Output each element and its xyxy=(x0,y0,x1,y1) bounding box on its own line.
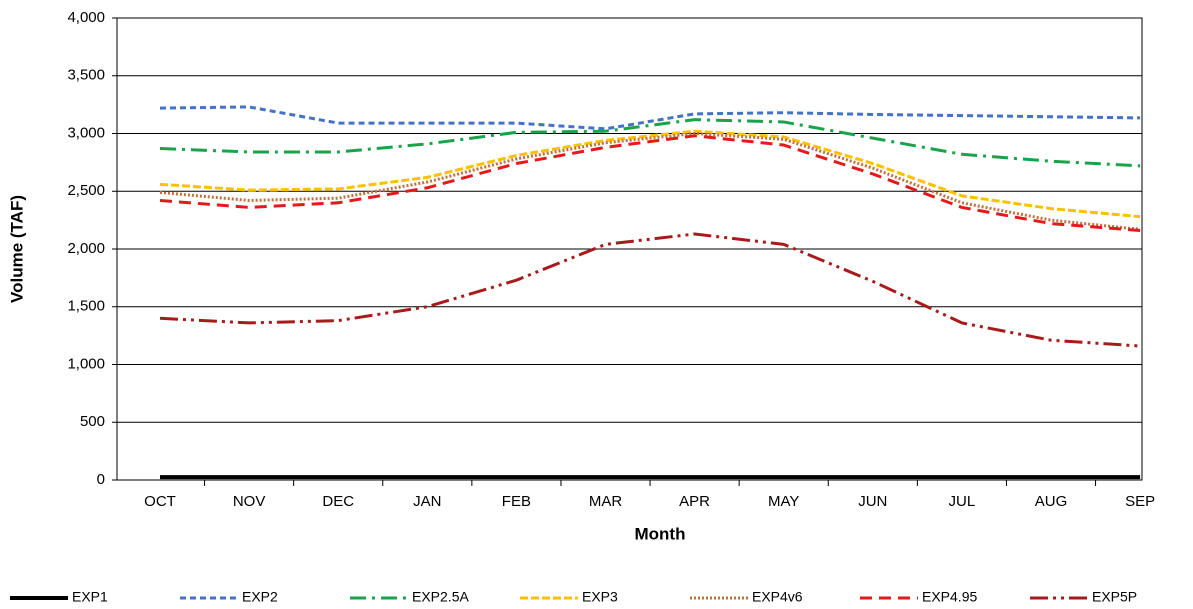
y-tick-label: 1,500 xyxy=(67,298,105,315)
x-tick-label: MAR xyxy=(589,493,623,510)
series-line xyxy=(159,105,1141,131)
x-tick-label: NOV xyxy=(233,493,266,510)
legend-label: EXP4.95 xyxy=(922,589,977,605)
series-line xyxy=(159,132,1141,231)
y-tick-label: 500 xyxy=(80,413,105,430)
legend-label: EXP4v6 xyxy=(752,589,803,605)
legend-label: EXP2.5A xyxy=(412,589,469,605)
x-tick-label: AUG xyxy=(1035,493,1068,510)
series-line xyxy=(159,134,1141,233)
series-line xyxy=(159,232,1141,348)
legend-label: EXP1 xyxy=(72,589,108,605)
x-tick-label: APR xyxy=(679,493,710,510)
x-tick-label: FEB xyxy=(502,493,531,510)
y-axis-title: Volume (TAF) xyxy=(7,195,26,303)
y-tick-label: 3,500 xyxy=(67,67,105,84)
plot-frame xyxy=(116,17,1143,481)
x-tick-label: JAN xyxy=(413,493,441,510)
x-axis-title: Month xyxy=(635,524,686,543)
legend-label: EXP3 xyxy=(582,589,618,605)
y-tick-label: 2,500 xyxy=(67,182,105,199)
y-tick-label: 4,000 xyxy=(67,9,105,26)
legend-label: EXP2 xyxy=(242,589,278,605)
series-line xyxy=(159,118,1141,168)
x-tick-label: JUL xyxy=(949,493,976,510)
legend-label: EXP5P xyxy=(1092,589,1137,605)
x-tick-label: MAY xyxy=(768,493,799,510)
y-tick-label: 3,000 xyxy=(67,124,105,141)
x-tick-label: JUN xyxy=(858,493,887,510)
x-tick-label: DEC xyxy=(322,493,354,510)
series-line xyxy=(159,129,1141,219)
x-tick-label: SEP xyxy=(1125,493,1155,510)
x-tick-label: OCT xyxy=(144,493,176,510)
y-tick-label: 0 xyxy=(97,471,105,488)
y-tick-label: 2,000 xyxy=(67,240,105,257)
y-tick-label: 1,000 xyxy=(67,355,105,372)
